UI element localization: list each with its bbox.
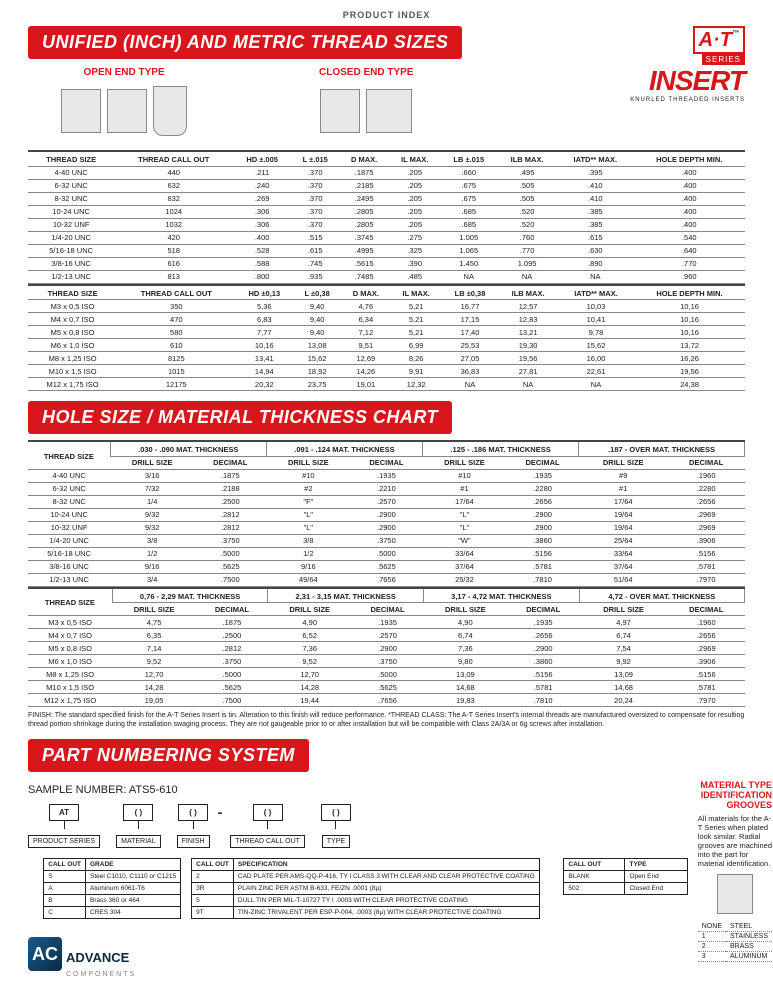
type-table: CALL OUTTYPEBLANKOpen End502Closed End: [563, 858, 687, 895]
thread-size-table-metric: THREAD SIZETHREAD CALL OUTHD ±0,13L ±0,3…: [28, 284, 745, 392]
brand-block: A·T™ SERIES INSERT KNURLED THREADED INSE…: [630, 26, 745, 103]
open-end-diagram: [28, 82, 220, 140]
section-header-3: PART NUMBERING SYSTEM: [28, 739, 309, 772]
finish-footnote: FINISH: The standard specified finish fo…: [28, 711, 745, 729]
part-number-slots: ATPRODUCT SERIES( )MATERIAL( )FINISH-( )…: [28, 804, 688, 848]
hole-size-table-inch: THREAD SIZE.030 - .090 MAT. THICKNESS.09…: [28, 440, 745, 587]
closed-end-title: CLOSED END TYPE: [270, 67, 462, 78]
closed-end-diagram: [270, 82, 462, 140]
sample-number: SAMPLE NUMBER: ATS5-610: [28, 784, 688, 796]
product-index-label: PRODUCT INDEX: [28, 10, 745, 20]
advance-logo: ACADVANCE COMPONENTS: [28, 937, 688, 978]
hole-size-table-metric: THREAD SIZE0,76 - 2,29 MAT. THICKNESS2,3…: [28, 587, 745, 708]
material-table: CALL OUTGRADESSteel C1010, C1110 or C121…: [43, 858, 181, 919]
grooves-block: MATERIAL TYPE IDENTIFICATION GROOVES All…: [698, 780, 772, 962]
section-header-1: UNIFIED (INCH) AND METRIC THREAD SIZES: [28, 26, 462, 59]
thread-size-table-inch: THREAD SIZETHREAD CALL OUTHD ±.005L ±.01…: [28, 150, 745, 284]
section-header-2: HOLE SIZE / MATERIAL THICKNESS CHART: [28, 401, 452, 434]
open-end-title: OPEN END TYPE: [28, 67, 220, 78]
finish-table: CALL OUTSPECIFICATION2CAD PLATE PER AMS-…: [191, 858, 540, 919]
